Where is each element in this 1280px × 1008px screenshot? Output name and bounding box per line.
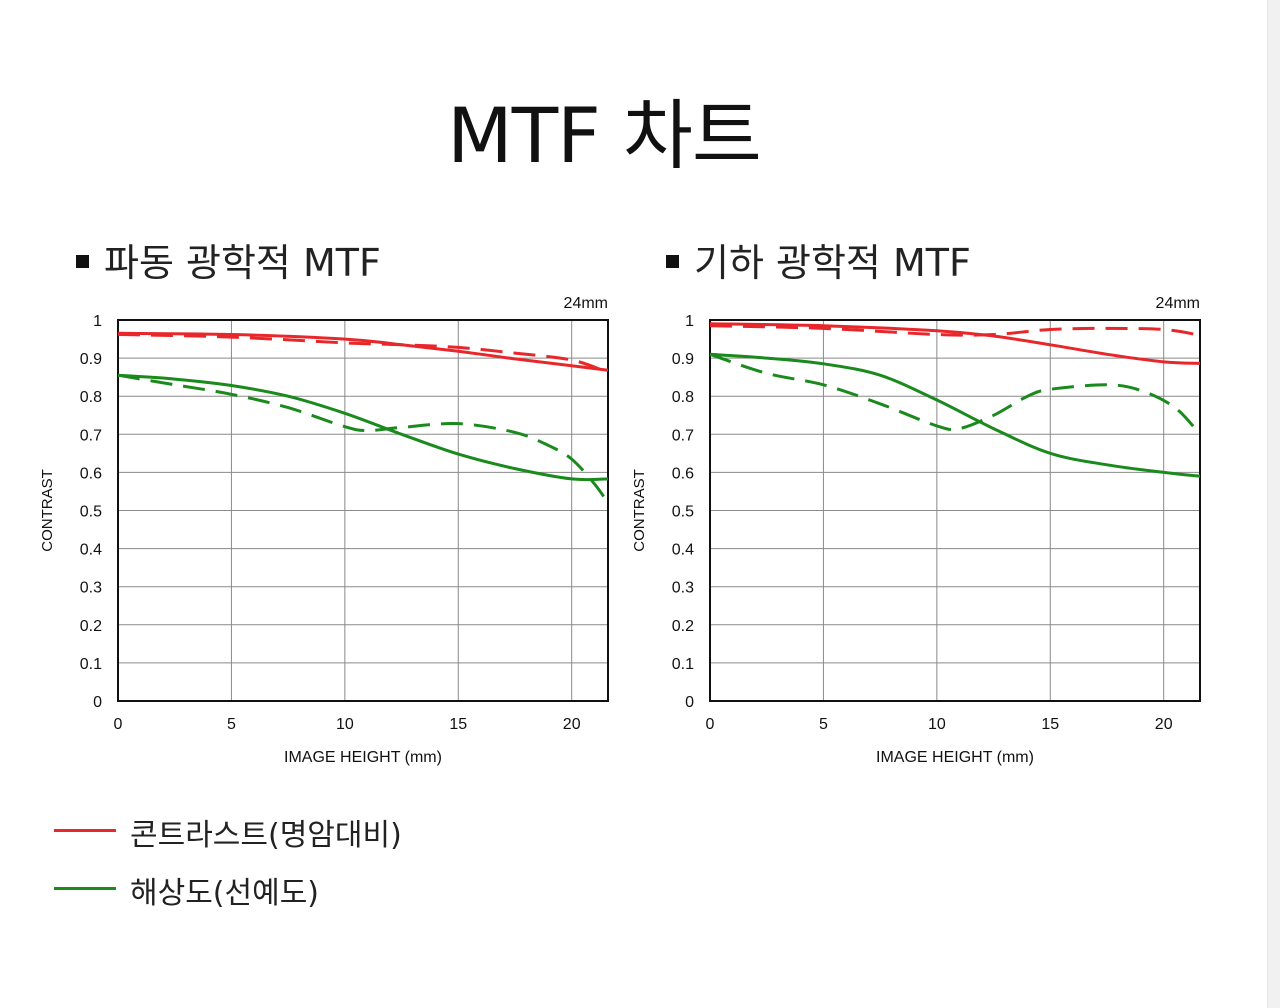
geometric-optics-mtf-chart: 0 0.1 0.2 0.3 0.4 0.5 0.6 0.7 0.8 0.9 1 0 5 10 15 20 IMA… [592,292,1212,782]
x-tick-label: 20 [563,716,581,733]
plot-frame [709,319,1201,702]
y-tick-label: 0.6 [672,465,694,482]
x-tick-label: 15 [449,716,467,733]
y-tick-label: 0.2 [672,618,694,635]
x-tick-label: 5 [819,716,828,733]
mtf-chart-svg: 00.10.20.30.40.50.60.70.80.910 5 10 15 20IMA… [631,295,1202,766]
wave-optics-mtf-chart: 0 0.1 0.2 0.3 0.4 0.5 0.6 0.7 0.8 0.9 1 0 5 10 15 20 IMA… [0,292,620,782]
x-tick-label: 0 [706,716,715,733]
x-tick-label: 0 [114,716,123,733]
plot-frame [117,319,609,702]
scrollbar-track[interactable] [1267,0,1280,1008]
focal-length-label: 24mm [564,295,608,312]
y-tick-label: 0.8 [672,389,694,406]
contrast-dashed-line [709,324,1201,337]
contrast-dashed-line [117,333,609,375]
y-axis-label: CONTRAST [631,469,648,552]
x-tick-label: 5 [227,716,236,733]
mtf-chart-svg: 00.10.20.30.40.50.60.70.80.910 5 10 15 20IMA… [39,295,610,766]
y-tick-label: 0.6 [80,465,102,482]
y-tick-label: 0.3 [80,580,102,597]
y-tick-label: 0.4 [80,542,102,559]
y-tick-label: 0.1 [80,656,102,673]
y-tick-label: 0.4 [672,542,694,559]
square-bullet-icon [76,255,89,268]
contrast-solid-line [117,331,609,372]
y-tick-label: 0.1 [672,656,694,673]
y-tick-label: 0.9 [80,351,102,368]
y-tick-label: 0 [685,694,694,711]
resolution-solid-line [709,352,1201,478]
y-tick-label: 0.7 [80,427,102,444]
x-tick-label: 10 [336,716,354,733]
legend-swatch-contrast [54,829,116,832]
legend-swatch-resolution [54,887,116,890]
resolution-dashed-line [709,352,1202,436]
x-axis-label: IMAGE HEIGHT (mm) [284,749,442,766]
wave-optics-mtf-heading-text: 파동 광학적 MTF [104,241,381,285]
x-axis-label: IMAGE HEIGHT (mm) [876,749,1034,766]
y-tick-label: 0 [93,694,102,711]
geometric-optics-mtf-heading: 기하 광학적 MTF [666,232,971,287]
y-tick-label: 0.8 [80,389,102,406]
y-tick-label: 0.3 [672,580,694,597]
contrast-solid-line [709,322,1201,365]
y-tick-label: 0.2 [80,618,102,635]
wave-optics-mtf-heading: 파동 광학적 MTF [76,232,381,287]
legend-label-resolution: 해상도(선예도) [130,876,320,911]
geometric-optics-mtf-heading-text: 기하 광학적 MTF [694,241,971,285]
y-tick-label: 0.7 [672,427,694,444]
y-tick-label: 0.5 [80,504,102,521]
y-tick-label: 0.9 [672,351,694,368]
y-tick-label: 1 [685,313,694,330]
resolution-solid-line [117,373,609,482]
y-tick-label: 0.5 [672,504,694,521]
legend-label-contrast: 콘트라스트(명암대비) [130,818,402,853]
x-tick-label: 15 [1041,716,1059,733]
resolution-dashed-line [117,373,610,504]
square-bullet-icon [666,255,679,268]
x-tick-label: 20 [1155,716,1173,733]
page-title: MTF 차트 [447,91,762,180]
x-tick-label: 10 [928,716,946,733]
focal-length-label: 24mm [1156,295,1200,312]
y-axis-label: CONTRAST [39,469,56,552]
y-tick-label: 1 [93,313,102,330]
